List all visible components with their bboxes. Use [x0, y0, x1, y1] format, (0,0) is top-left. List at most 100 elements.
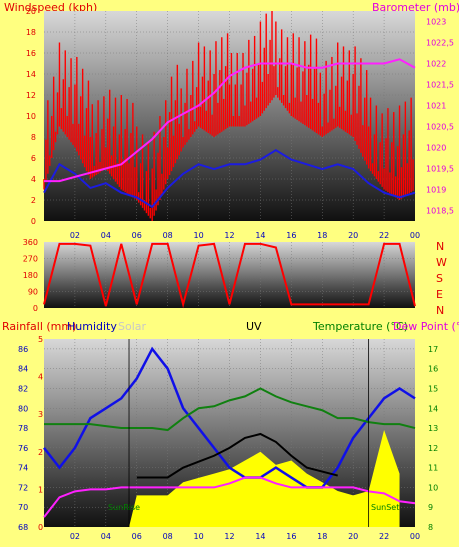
humidity-tick-label: 68 — [18, 523, 28, 532]
rain-tick-label: 0 — [38, 523, 43, 532]
temp-x-ticks: 02 04 06 08 10 12 14 16 18 20 22 00 — [70, 532, 420, 541]
temperature-tick-label: 15 — [428, 384, 438, 393]
wind-y2-tick-label: 1020 — [426, 144, 446, 153]
temp-chart: Rainfall (mm) Humidity Solar UV Temperat… — [2, 320, 459, 541]
temp-x-tick-label: 06 — [132, 532, 142, 541]
wind-right-title: Barometer (mb) — [372, 1, 459, 14]
wind-x-tick-label: 22 — [379, 231, 389, 240]
wind-y2-tick-label: 1022 — [426, 60, 446, 69]
humidity-tick-label: 82 — [18, 384, 28, 393]
rain-tick-label: 1 — [38, 485, 43, 494]
temp-x-tick-label: 04 — [101, 532, 111, 541]
wind-y-tick-label: 8 — [31, 133, 36, 142]
compass-label: W — [436, 256, 447, 269]
direction-line — [43, 242, 416, 309]
direction-y-ticks: 0 90 180 270 360 — [23, 238, 38, 313]
wind-chart: Windspeed (kph) Barometer (mb) 024681012… — [4, 1, 459, 240]
temp-x-tick-label: 08 — [163, 532, 173, 541]
temperature-tick-label: 17 — [428, 345, 438, 354]
temp-x-tick-label: 14 — [255, 532, 265, 541]
humidity-tick-label: 84 — [18, 365, 28, 374]
humidity-tick-label: 70 — [18, 503, 28, 512]
wind-x-tick-label: 00 — [410, 231, 420, 240]
temperature-tick-label: 9 — [428, 503, 433, 512]
wind-y2-tick-label: 1022,5 — [426, 39, 454, 48]
wind-x-ticks: 02 04 06 08 10 12 14 16 18 20 22 00 — [70, 231, 420, 240]
wind-y2-tick-label: 1021,5 — [426, 81, 454, 90]
wind-y-tick-label: 6 — [31, 154, 36, 163]
temp-x-tick-label: 00 — [410, 532, 420, 541]
temperature-tick-label: 16 — [428, 365, 438, 374]
wind-average-line — [43, 148, 416, 209]
wind-x-tick-label: 20 — [348, 231, 358, 240]
sunrise-label: SunRise — [108, 503, 140, 512]
barometer-line — [44, 58, 416, 183]
wind-y2-tick-label: 1020,5 — [426, 123, 454, 132]
wind-y-tick-label: 0 — [31, 217, 36, 226]
wind-y-tick-label: 18 — [26, 28, 36, 37]
wind-y2-tick-label: 1023 — [426, 18, 446, 27]
humidity-tick-label: 80 — [18, 404, 28, 413]
temp-x-tick-label: 22 — [379, 532, 389, 541]
wind-x-tick-label: 06 — [132, 231, 142, 240]
wind-x-tick-label: 08 — [163, 231, 173, 240]
temp-y-ticks: 6870727476788082848601234589101112131415… — [18, 335, 438, 532]
wind-series — [43, 11, 416, 221]
humidity-line — [43, 346, 416, 489]
humidity-tick-label: 86 — [18, 345, 28, 354]
temperature-tick-label: 11 — [428, 464, 438, 473]
direction-y-tick-label: 90 — [28, 288, 38, 297]
wind-x-tick-label: 10 — [193, 231, 203, 240]
temperature-tick-label: 13 — [428, 424, 438, 433]
rain-tick-label: 2 — [38, 448, 43, 457]
temp-x-tick-label: 18 — [317, 532, 327, 541]
humidity-tick-label: 76 — [18, 444, 28, 453]
sunset-label: SunSet — [371, 503, 399, 512]
wind-x-tick-label: 04 — [101, 231, 111, 240]
temperature-tick-label: 10 — [428, 483, 438, 492]
temperature-tick-label: 12 — [428, 444, 438, 453]
wind-y-tick-label: 20 — [26, 7, 36, 16]
direction-grid — [44, 242, 415, 308]
solar-title: Solar — [118, 320, 147, 333]
dewpoint-title: Dew Point (°C) — [393, 320, 459, 333]
compass-label: S — [436, 272, 443, 285]
direction-y-tick-label: 360 — [23, 238, 38, 247]
wind-y2-tick-label: 1019,5 — [426, 165, 454, 174]
uv-title: UV — [246, 320, 262, 333]
wind-y2-tick-label: 1021 — [426, 102, 446, 111]
humidity-title: Humidity — [67, 320, 117, 333]
wind-x-tick-label: 12 — [224, 231, 234, 240]
wind-left-title: Windspeed (kph) — [4, 1, 97, 14]
temperature-tick-label: 14 — [428, 404, 438, 413]
direction-y-tick-label: 0 — [33, 304, 38, 313]
humidity-tick-label: 74 — [18, 464, 28, 473]
temperature-line — [44, 387, 416, 432]
rain-tick-label: 5 — [38, 335, 43, 344]
direction-y-tick-label: 180 — [23, 271, 38, 280]
temperature-tick-label: 8 — [428, 523, 433, 532]
wind-y-tick-label: 10 — [26, 112, 36, 121]
rain-tick-label: 4 — [38, 373, 43, 382]
temp-x-tick-label: 02 — [70, 532, 80, 541]
temp-x-tick-label: 16 — [286, 532, 296, 541]
wind-y-tick-label: 14 — [26, 70, 36, 79]
direction-y-tick-label: 270 — [23, 255, 38, 264]
temp-x-tick-label: 20 — [348, 532, 358, 541]
wind-y-ticks: 0 2 4 6 8 10 12 14 16 18 20 — [26, 7, 36, 226]
direction-series — [43, 242, 416, 309]
wind-x-tick-label: 16 — [286, 231, 296, 240]
humidity-tick-label: 78 — [18, 424, 28, 433]
dewpoint-line — [43, 476, 416, 518]
wind-y-tick-label: 4 — [31, 175, 36, 184]
wind-y2-ticks: 1018,5 1019 1019,5 1020 1020,5 1021 1021,5 1022… — [426, 18, 454, 216]
temp-x-tick-label: 12 — [224, 532, 234, 541]
wind-x-tick-label: 18 — [317, 231, 327, 240]
temperature-title: Temperature (°C) — [312, 320, 408, 333]
wind-y2-tick-label: 1019 — [426, 186, 446, 195]
compass-label: N — [436, 304, 444, 317]
compass-label: E — [436, 288, 443, 301]
wind-x-tick-label: 14 — [255, 231, 265, 240]
